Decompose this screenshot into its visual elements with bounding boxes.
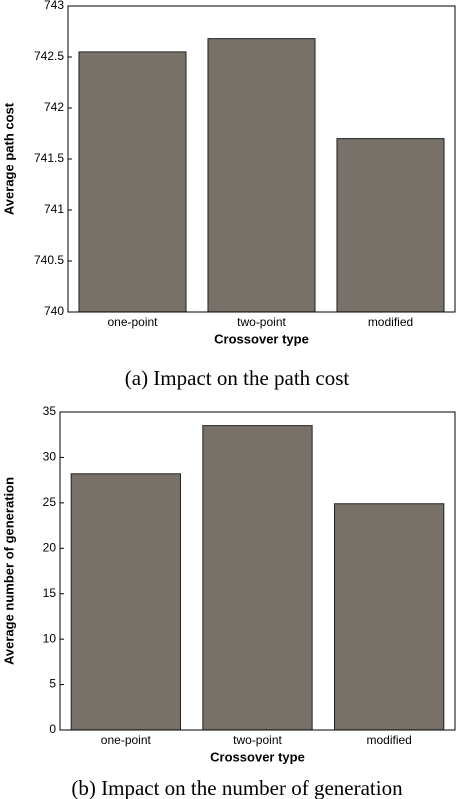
bar <box>70 473 181 731</box>
y-tick-label: 10 <box>43 631 57 645</box>
y-tick-label: 740 <box>44 304 64 318</box>
y-tick-label: 35 <box>43 404 57 418</box>
y-tick-label: 742 <box>44 100 64 114</box>
bar <box>207 38 316 313</box>
x-tick-label: modified <box>368 315 413 329</box>
x-axis-label: Crossover type <box>214 331 309 346</box>
y-tick-label: 25 <box>43 495 57 509</box>
y-tick-label: 20 <box>43 540 57 554</box>
y-tick-label: 741 <box>44 202 64 216</box>
y-axis-label: Average number of generation <box>1 477 16 665</box>
x-axis-label: Crossover type <box>210 749 305 764</box>
caption: (b) Impact on the number of generation <box>71 776 403 799</box>
y-tick-label: 0 <box>49 722 56 736</box>
x-tick-label: one-point <box>101 733 152 747</box>
y-tick-label: 740.5 <box>34 253 64 267</box>
y-tick-label: 30 <box>43 450 57 464</box>
y-tick-label: 742.5 <box>34 49 64 63</box>
bar <box>78 51 187 313</box>
bar <box>202 425 313 731</box>
y-axis-label: Average path cost <box>1 102 16 215</box>
y-tick-label: 741.5 <box>34 151 64 165</box>
x-tick-label: one-point <box>107 315 158 329</box>
x-tick-label: modified <box>366 733 411 747</box>
y-tick-label: 743 <box>44 0 64 12</box>
y-tick-label: 5 <box>49 677 56 691</box>
x-tick-label: two-point <box>233 733 282 747</box>
bar <box>336 138 445 313</box>
caption: (a) Impact on the path cost <box>125 366 350 390</box>
y-tick-label: 15 <box>43 586 57 600</box>
x-tick-label: two-point <box>237 315 286 329</box>
axes-box <box>59 411 456 731</box>
bar <box>334 503 445 731</box>
